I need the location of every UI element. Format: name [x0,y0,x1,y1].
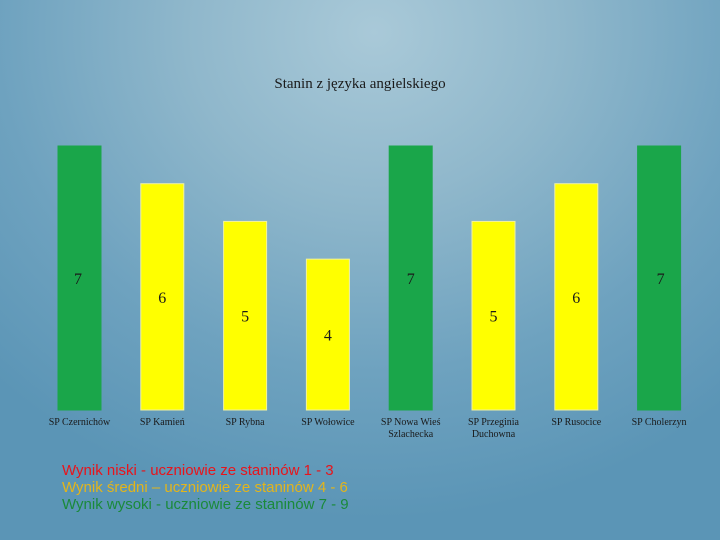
category-label: SP Rusocice [551,417,601,428]
bar [637,145,682,411]
bar [223,220,268,411]
bar-value-label: 4 [324,328,332,345]
bar [471,220,516,411]
chart-title: Stanin z języka angielskiego [274,76,446,92]
legend-item-high: Wynik wysoki - uczniowie ze staninów 7 -… [62,496,349,513]
bar [140,183,185,411]
bar [57,145,102,411]
category-label: SP Kamień [140,417,185,428]
bar-value-label: 5 [241,309,249,326]
bar-value-label: 7 [74,271,82,288]
category-label: SP Czernichów [49,417,111,428]
bar-value-label: 7 [407,271,415,288]
staninow-legend: Wynik niski - uczniowie ze staninów 1 - … [62,462,349,513]
category-label: SP Przeginia Duchowna [468,417,520,440]
legend-item-medium: Wynik średni – uczniowie ze staninów 4 -… [62,479,348,496]
category-label: SP Cholerzyn [632,417,687,428]
bar-value-label: 7 [657,271,665,288]
bar-value-label: 6 [158,290,166,307]
category-label: SP Wołowice [301,417,355,428]
legend-item-low: Wynik niski - uczniowie ze staninów 1 - … [62,462,334,479]
bar-value-label: 6 [572,290,580,307]
bar [388,145,433,411]
category-label: SP Rybna [226,417,266,428]
bar [305,258,350,411]
bar [554,183,599,411]
bar-value-label: 5 [490,309,498,326]
category-label: SP Nowa Wieś Szlachecka [381,417,441,440]
